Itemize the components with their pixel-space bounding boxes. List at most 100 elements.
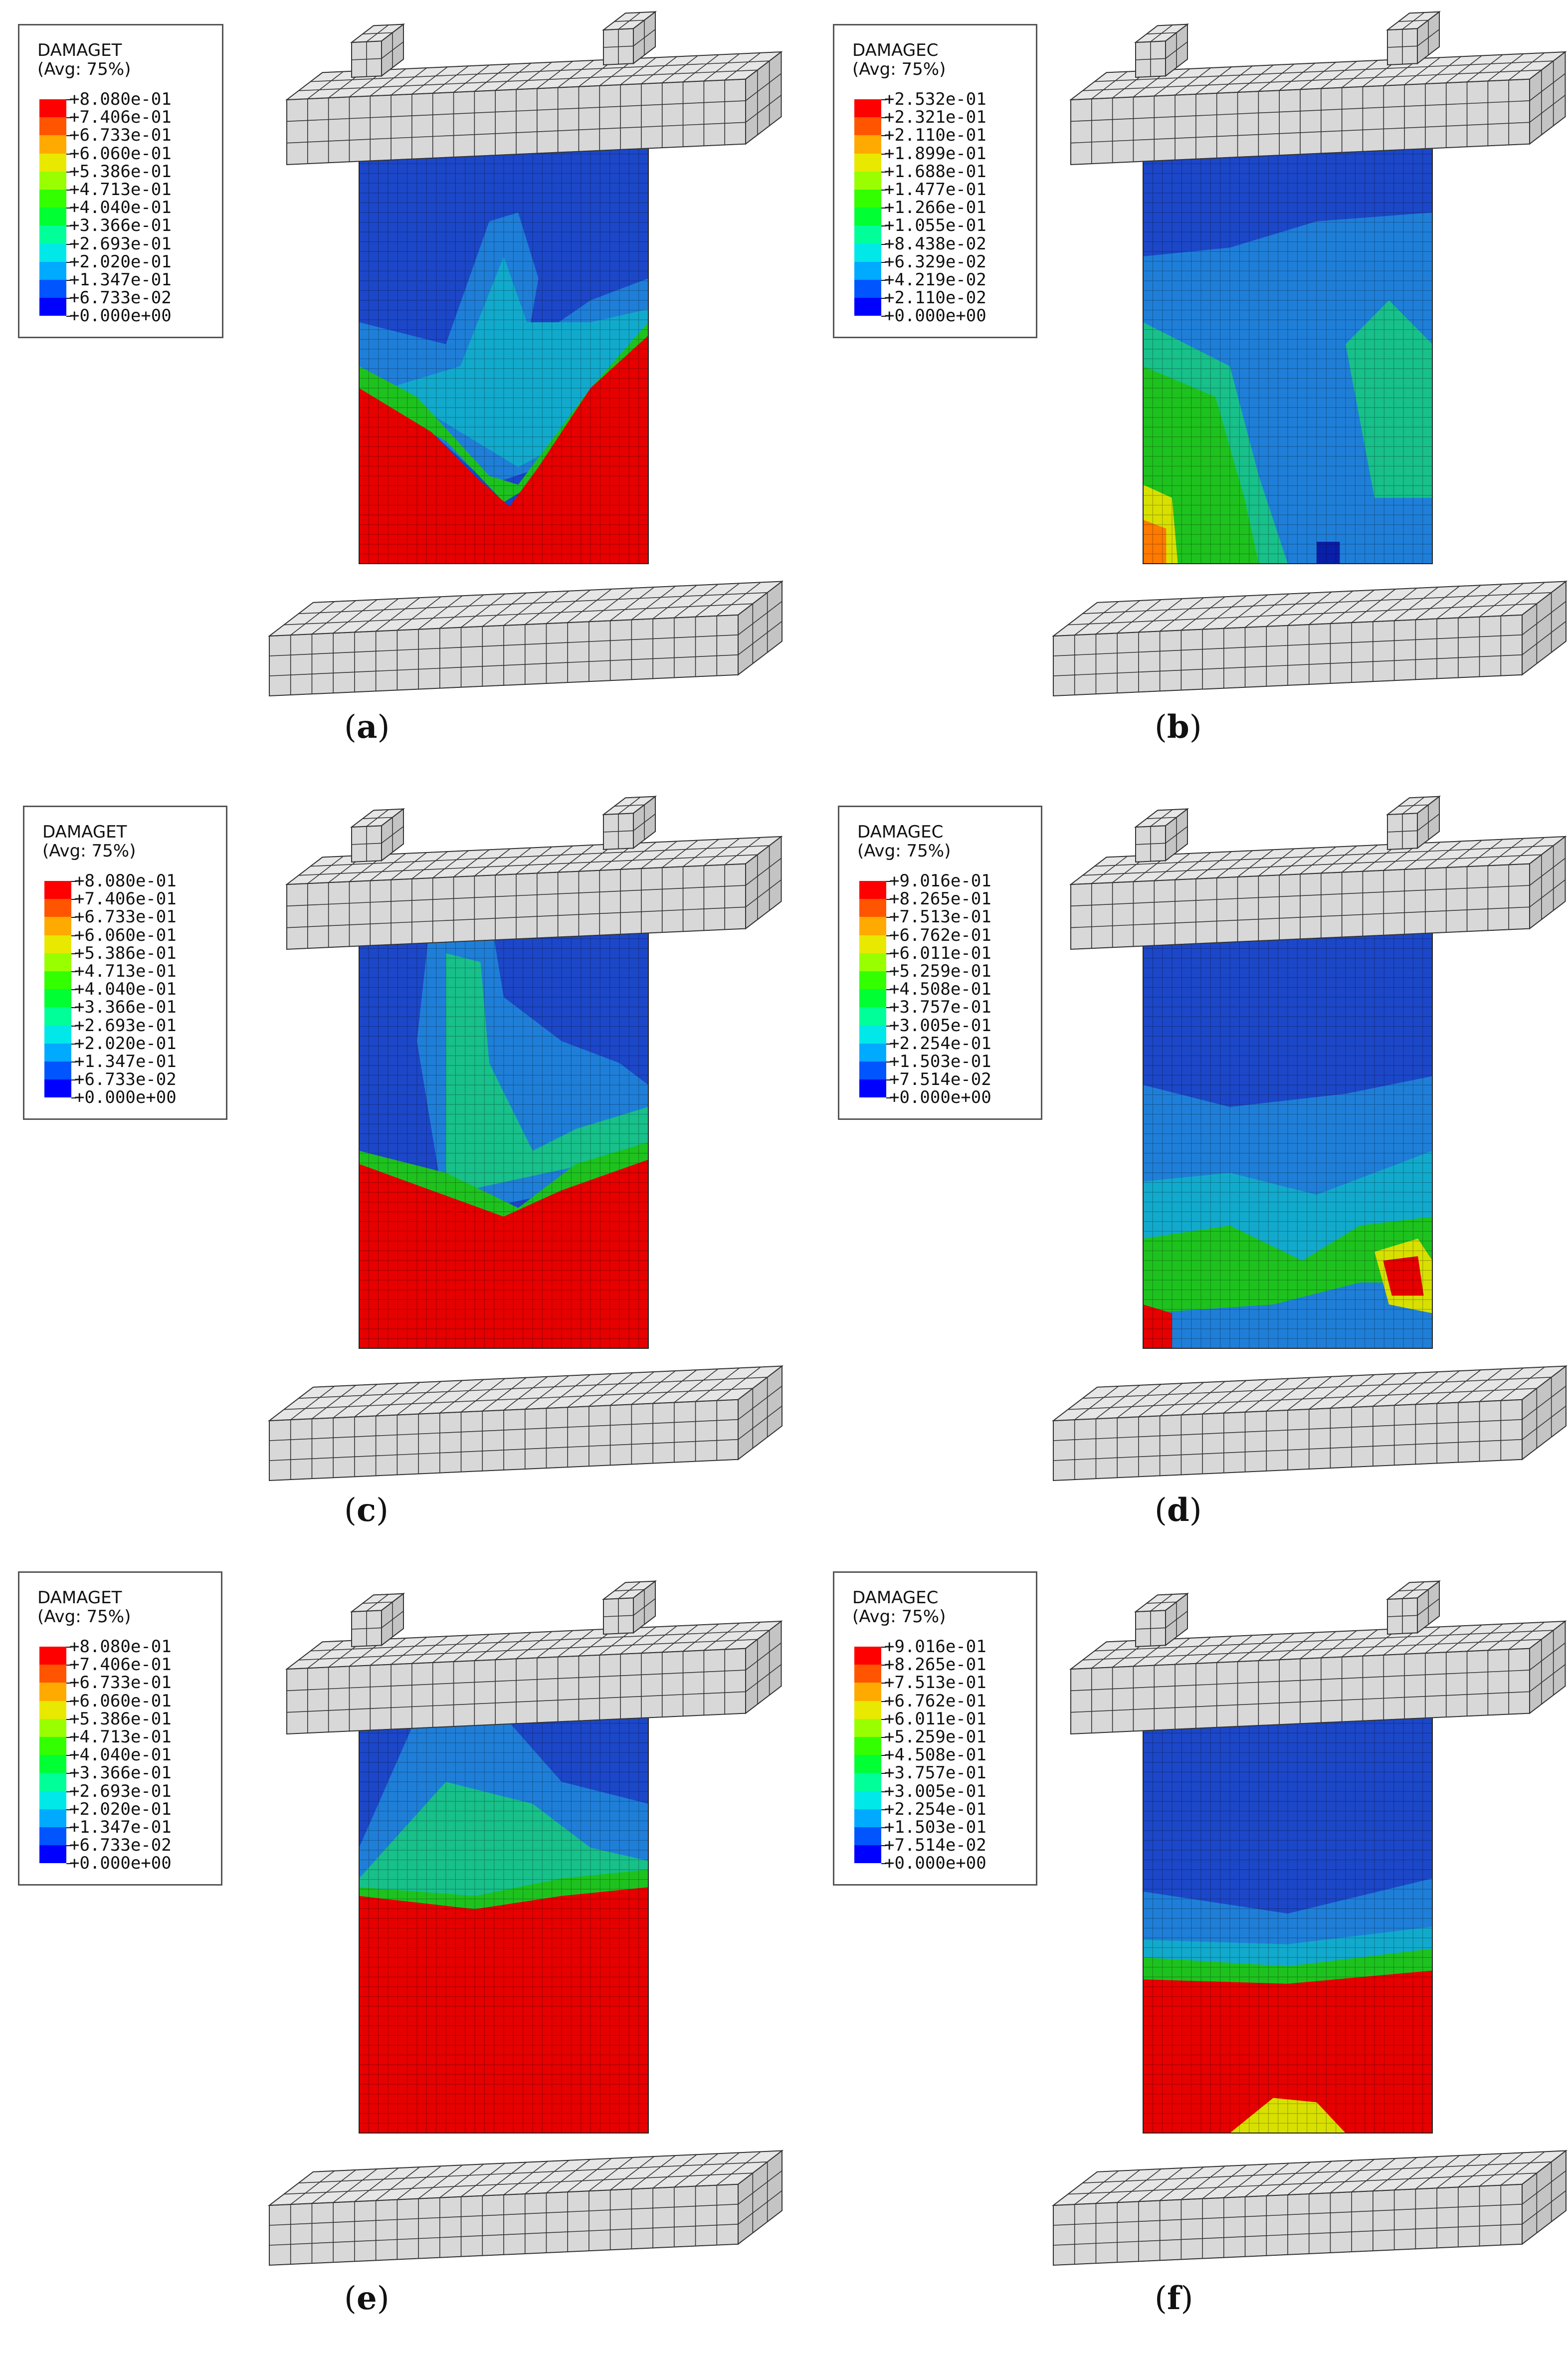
- legend-tick: [881, 171, 886, 173]
- contour-red-left: [1143, 1304, 1172, 1348]
- legend-value: +2.254e-01: [889, 1033, 991, 1054]
- legend-value: +8.438e-02: [884, 233, 986, 254]
- legend-value: +3.757e-01: [889, 997, 991, 1018]
- legend-tick: [66, 316, 71, 317]
- legend-swatch: [859, 1025, 886, 1044]
- wall-contour: [1143, 909, 1432, 1348]
- legend-averaging: (Avg: 75%): [42, 841, 136, 861]
- legend-swatch: [39, 1791, 66, 1809]
- fe-model-f: [1051, 1580, 1568, 2266]
- legend-swatch: [859, 899, 886, 917]
- legend-swatch: [854, 171, 881, 190]
- panel-caption-a: (a): [344, 708, 390, 746]
- legend-swatch: [39, 261, 66, 280]
- base-beam: [1051, 580, 1568, 697]
- legend-tick: [881, 298, 886, 299]
- legend-tick: [881, 1683, 886, 1684]
- legend-tick: [71, 1062, 76, 1063]
- panel-caption-e: (e): [344, 2280, 390, 2317]
- legend-swatch: [854, 1665, 881, 1683]
- contour-red: [359, 335, 648, 564]
- legend-variable: DAMAGEC: [852, 1588, 939, 1608]
- legend-swatch: [44, 1079, 71, 1098]
- contour-yellow-base: [1230, 2098, 1346, 2133]
- panel-a: [0, 0, 784, 785]
- legend-tick: [66, 135, 71, 137]
- caption-letter: b: [1167, 708, 1189, 746]
- legend-tick: [66, 1737, 71, 1738]
- legend-value: +7.406e-01: [69, 1655, 172, 1675]
- legend-tick: [66, 171, 71, 173]
- legend-value: +3.005e-01: [884, 1781, 986, 1801]
- legend-swatch: [39, 189, 66, 208]
- loading-tab-right: [601, 1580, 657, 1635]
- legend-value: +4.040e-01: [69, 1745, 172, 1765]
- legend-tick: [886, 989, 891, 991]
- legend-value: +0.000e+00: [69, 306, 172, 326]
- legend-color-bar: [39, 1647, 66, 1864]
- legend-tick: [66, 1755, 71, 1756]
- legend-value: +5.386e-01: [69, 1709, 172, 1729]
- legend-averaging: (Avg: 75%): [37, 1607, 131, 1627]
- legend-swatch: [44, 1043, 71, 1062]
- legend-tick: [881, 1773, 886, 1774]
- legend-value: +4.713e-01: [69, 1727, 172, 1747]
- legend-swatch: [39, 1827, 66, 1846]
- legend-value: +1.347e-01: [69, 270, 172, 290]
- contour-legend: DAMAGET (Avg: 75%) +8.080e-01 +7.406e-01 +6.…: [18, 24, 223, 338]
- legend-tick: [881, 1737, 886, 1738]
- legend-tick: [66, 243, 71, 245]
- legend-swatch: [854, 1827, 881, 1846]
- legend-swatch: [39, 1665, 66, 1683]
- panel-c: [0, 785, 784, 1569]
- loading-tab-left: [350, 23, 405, 78]
- legend-tick: [66, 99, 71, 100]
- legend-tick: [886, 1079, 891, 1081]
- top-beam: [285, 835, 783, 950]
- legend-tick: [71, 1007, 76, 1009]
- legend-swatch: [39, 1683, 66, 1701]
- wall-contour: [359, 909, 648, 1348]
- legend-tick: [66, 117, 71, 119]
- legend-tick: [66, 1863, 71, 1865]
- legend-tick: [886, 971, 891, 972]
- legend-value: +1.266e-01: [884, 198, 986, 218]
- legend-swatch: [859, 1061, 886, 1080]
- legend-value: +8.080e-01: [69, 1637, 172, 1657]
- legend-tick: [886, 953, 891, 954]
- top-beam: [285, 1620, 783, 1735]
- loading-tab-right: [601, 795, 657, 851]
- legend-value: +6.733e-02: [69, 288, 172, 308]
- legend-swatch: [854, 261, 881, 280]
- legend-value: +1.503e-01: [884, 1817, 986, 1837]
- loading-tab-left: [350, 1592, 405, 1648]
- legend-swatch: [854, 99, 881, 118]
- legend-swatch: [854, 1718, 881, 1737]
- legend-swatch: [859, 1007, 886, 1026]
- legend-tick: [881, 1809, 886, 1810]
- legend-value: +6.060e-01: [74, 925, 177, 945]
- legend-swatch: [859, 971, 886, 990]
- legend-tick: [881, 1791, 886, 1792]
- legend-swatch: [44, 899, 71, 917]
- legend-swatch: [39, 1845, 66, 1864]
- legend-swatch: [854, 1701, 881, 1719]
- contour-green: [1143, 1217, 1432, 1313]
- legend-value: +3.366e-01: [69, 215, 172, 236]
- loading-tab-left: [350, 808, 405, 863]
- legend-color-bar: [44, 881, 71, 1098]
- legend-swatch: [39, 153, 66, 172]
- legend-tick: [66, 1809, 71, 1810]
- legend-swatch: [39, 1736, 66, 1755]
- legend-tick: [71, 971, 76, 972]
- legend-value: +8.080e-01: [69, 89, 172, 109]
- wall-contour: [359, 1694, 648, 2133]
- legend-value: +6.733e-01: [69, 125, 172, 146]
- legend-swatch: [39, 117, 66, 136]
- legend-tick: [66, 261, 71, 263]
- legend-value: +5.259e-01: [884, 1727, 986, 1747]
- caption-letter: f: [1167, 2280, 1181, 2317]
- legend-value: +5.386e-01: [69, 161, 172, 182]
- caption-letter: a: [356, 708, 378, 746]
- legend-tick: [881, 280, 886, 281]
